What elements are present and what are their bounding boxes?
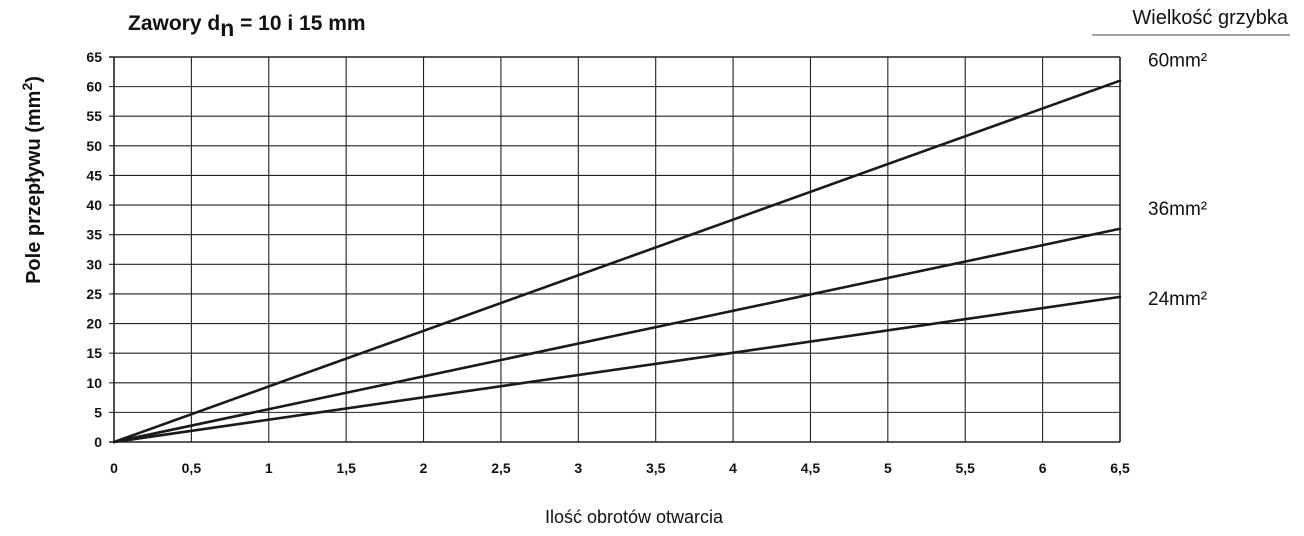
x-tick-label: 1,5 xyxy=(336,460,356,476)
tick-labels: 0 0,5 1 1,5 2 2,5 3 3,5 4 4,5 5 5,5 6 6,5 0 5 10 15 20 25 30… xyxy=(86,49,1130,476)
y-tick-label: 60 xyxy=(86,79,102,95)
y-tick-label: 55 xyxy=(86,108,102,124)
series-label: 60mm² xyxy=(1148,51,1207,72)
x-tick-label: 0 xyxy=(110,460,118,476)
y-tick-label: 50 xyxy=(86,138,102,154)
y-tick-label: 20 xyxy=(86,316,102,332)
y-tick-label: 40 xyxy=(86,197,102,213)
y-tick-label: 65 xyxy=(86,49,102,65)
y-tick-label: 0 xyxy=(94,434,102,450)
x-tick-label: 4,5 xyxy=(801,460,821,476)
y-axis-label: Pole przepływu (mm2) xyxy=(19,76,45,284)
x-tick-label: 3 xyxy=(574,460,582,476)
series-line xyxy=(112,295,1122,444)
series-line xyxy=(112,227,1122,444)
x-tick-label: 6 xyxy=(1039,460,1047,476)
series-labels: 60mm² 36mm² 24mm² xyxy=(1148,51,1207,310)
x-tick-label: 2 xyxy=(420,460,428,476)
y-tick-label: 45 xyxy=(86,167,102,183)
y-tick-label: 10 xyxy=(86,375,102,391)
series-label: 36mm² xyxy=(1148,199,1207,220)
x-tick-label: 4 xyxy=(729,460,737,476)
series-label: 24mm² xyxy=(1148,289,1207,310)
y-tick-label: 35 xyxy=(86,227,102,243)
x-axis-label: Ilość obrotów otwarcia xyxy=(545,507,724,527)
x-tick-label: 5 xyxy=(884,460,892,476)
x-tick-label: 0,5 xyxy=(182,460,202,476)
y-tick-label: 25 xyxy=(86,286,102,302)
legend-title: Wielkość grzybka xyxy=(1132,7,1288,29)
x-tick-label: 5,5 xyxy=(955,460,975,476)
chart-title: Zawory dn = 10 i 15 mm xyxy=(128,12,366,41)
y-tick-label: 15 xyxy=(86,345,102,361)
x-tick-label: 2,5 xyxy=(491,460,511,476)
x-tick-label: 6,5 xyxy=(1110,460,1130,476)
series-line xyxy=(112,79,1122,444)
y-tick-label: 5 xyxy=(94,404,102,420)
series-lines xyxy=(112,79,1122,444)
grid xyxy=(109,56,1121,443)
y-tick-label: 30 xyxy=(86,256,102,272)
x-tick-label: 1 xyxy=(265,460,273,476)
x-tick-label: 3,5 xyxy=(646,460,666,476)
